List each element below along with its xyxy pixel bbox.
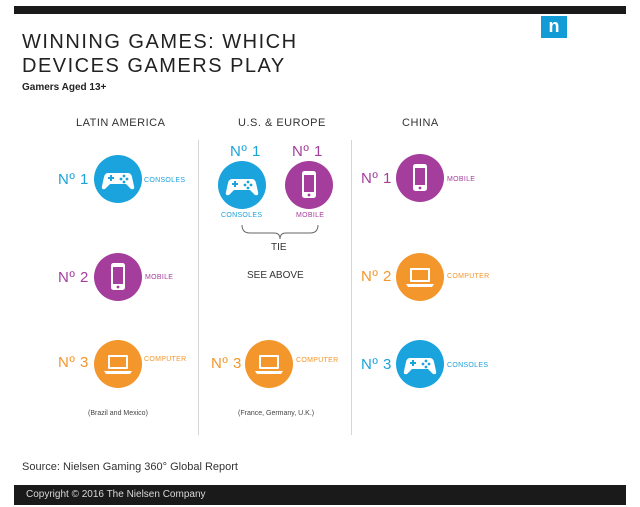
- column-divider-2: [351, 140, 352, 435]
- us-rank-1a-device: CONSOLES: [221, 212, 263, 219]
- la-rank-1-device: CONSOLES: [144, 177, 186, 184]
- la-rank-1: Nº 1: [58, 171, 89, 188]
- copyright-text: Copyright © 2016 The Nielsen Company: [26, 489, 206, 500]
- la-rank-2-device: MOBILE: [145, 274, 174, 281]
- laptop-icon: [94, 340, 142, 388]
- us-rank-3: Nº 3: [211, 355, 242, 372]
- la-rank-2: Nº 2: [58, 269, 89, 286]
- nielsen-logo: n: [541, 16, 567, 38]
- laptop-icon: [245, 340, 293, 388]
- tie-brace-icon: [241, 224, 319, 240]
- source-text: Source: Nielsen Gaming 360° Global Repor…: [22, 461, 238, 473]
- us-rank-1b: Nº 1: [292, 143, 323, 160]
- phone-icon: [94, 253, 142, 301]
- cn-rank-3: Nº 3: [361, 356, 392, 373]
- us-europe-heading: U.S. & EUROPE: [238, 117, 326, 129]
- phone-icon: [285, 161, 333, 209]
- page-subtitle: Gamers Aged 13+: [22, 82, 107, 93]
- us-rank-1b-device: MOBILE: [296, 212, 325, 219]
- cn-rank-3-device: CONSOLES: [447, 362, 489, 369]
- us-rank-1a: Nº 1: [230, 143, 261, 160]
- top-bar: [14, 6, 626, 14]
- gamepad-icon: [218, 161, 266, 209]
- bottom-bar: Copyright © 2016 The Nielsen Company: [14, 485, 626, 505]
- cn-rank-2-device: COMPUTER: [447, 273, 490, 280]
- china-heading: CHINA: [402, 117, 439, 129]
- la-rank-3: Nº 3: [58, 354, 89, 371]
- gamepad-icon: [396, 340, 444, 388]
- title-line-2: DEVICES GAMERS PLAY: [22, 55, 286, 77]
- cn-rank-1-device: MOBILE: [447, 176, 476, 183]
- cn-rank-1: Nº 1: [361, 170, 392, 187]
- tie-label: TIE: [271, 242, 287, 253]
- la-note: (Brazil and Mexico): [88, 410, 148, 417]
- la-rank-3-device: COMPUTER: [144, 356, 187, 363]
- latin-america-heading: LATIN AMERICA: [76, 117, 166, 129]
- phone-icon: [396, 154, 444, 202]
- us-rank-2-text: SEE ABOVE: [247, 270, 304, 281]
- title-line-1: WINNING GAMES: WHICH: [22, 31, 298, 53]
- laptop-icon: [396, 253, 444, 301]
- page-title: WINNING GAMES: WHICH DEVICES GAMERS PLAY: [22, 30, 298, 78]
- column-divider-1: [198, 140, 199, 435]
- gamepad-icon: [94, 155, 142, 203]
- us-note: (France, Germany, U.K.): [238, 410, 315, 417]
- us-rank-3-device: COMPUTER: [296, 357, 339, 364]
- cn-rank-2: Nº 2: [361, 268, 392, 285]
